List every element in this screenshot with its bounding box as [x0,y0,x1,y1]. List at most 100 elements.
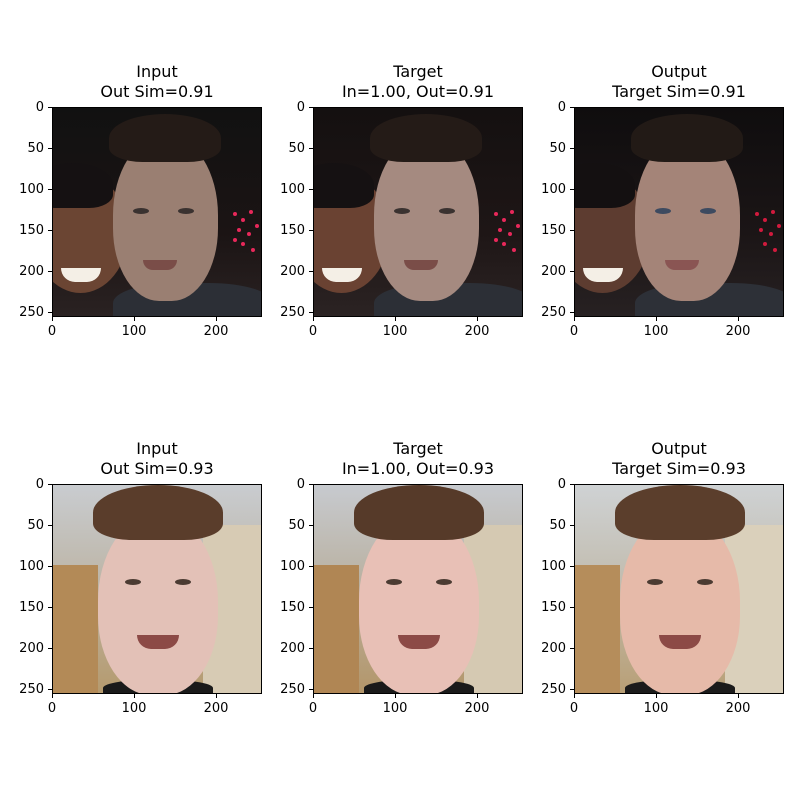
x-tick-mark [574,694,575,698]
y-tick-mark [309,312,313,314]
x-tick-mark [574,317,575,321]
x-tick-label: 100 [121,324,147,339]
x-tick-mark [395,694,397,698]
x-tick-label: 0 [308,701,318,716]
y-tick-label: 250 [541,682,566,698]
y-tick-label: 0 [557,477,566,492]
y-tick-mark [309,525,313,527]
x-tick-mark [656,317,658,321]
y-tick-mark [309,271,313,273]
x-tick-label: 0 [47,701,57,716]
y-tick-label: 0 [296,477,305,492]
face-image-output-1 [574,107,784,317]
y-tick-label: 250 [19,682,44,698]
y-tick-label: 150 [541,600,566,616]
x-tick-mark [477,694,479,698]
y-tick-label: 200 [19,264,44,280]
y-tick-mark [48,230,52,232]
y-tick-mark [570,525,574,527]
y-tick-label: 250 [19,305,44,321]
x-tick-mark [656,694,658,698]
y-tick-label: 50 [549,141,566,157]
y-tick-mark [570,271,574,273]
x-tick-mark [134,694,136,698]
x-tick-label: 0 [569,701,579,716]
y-tick-label: 100 [541,182,566,198]
x-tick-mark [52,694,53,698]
y-tick-label: 150 [19,223,44,239]
y-tick-mark [309,230,313,232]
x-tick-mark [738,317,740,321]
face-image-target-2 [313,484,523,694]
panel-title-target-2: Target In=1.00, Out=0.93 [341,439,495,478]
y-tick-mark [48,312,52,314]
x-tick-label: 200 [725,324,751,339]
y-tick-label: 0 [35,477,44,492]
y-tick-mark [570,148,574,150]
x-tick-label: 200 [464,701,490,716]
x-tick-mark [395,317,397,321]
y-tick-mark [48,484,52,485]
y-tick-label: 150 [280,223,305,239]
x-tick-label: 100 [382,701,408,716]
x-tick-label: 100 [643,701,669,716]
x-tick-mark [52,317,53,321]
x-tick-mark [216,317,218,321]
y-tick-mark [570,648,574,650]
y-tick-mark [48,271,52,273]
y-tick-mark [48,607,52,609]
y-tick-label: 200 [280,264,305,280]
y-tick-label: 50 [27,141,44,157]
y-tick-mark [48,107,52,108]
panel-title-output-1: Output Target Sim=0.91 [612,62,746,101]
face-image-input-1 [52,107,262,317]
y-tick-mark [570,107,574,108]
y-tick-mark [309,648,313,650]
x-tick-label: 100 [121,701,147,716]
y-tick-mark [48,648,52,650]
y-tick-label: 0 [35,100,44,115]
y-tick-label: 100 [19,559,44,575]
y-tick-mark [309,189,313,191]
y-tick-label: 0 [296,100,305,115]
y-tick-label: 100 [19,182,44,198]
y-tick-label: 200 [541,264,566,280]
panel-title-input-1: Input Out Sim=0.91 [100,62,214,101]
y-tick-label: 50 [27,518,44,534]
y-tick-mark [309,607,313,609]
y-tick-mark [570,230,574,232]
y-tick-mark [48,566,52,568]
x-tick-label: 200 [203,324,229,339]
y-tick-mark [309,689,313,691]
y-tick-label: 200 [19,641,44,657]
x-tick-label: 0 [308,324,318,339]
y-tick-label: 150 [19,600,44,616]
face-image-input-2 [52,484,262,694]
y-tick-mark [570,189,574,191]
x-tick-label: 100 [643,324,669,339]
x-tick-label: 100 [382,324,408,339]
x-tick-mark [134,317,136,321]
x-tick-mark [477,317,479,321]
face-image-output-2 [574,484,784,694]
y-tick-label: 250 [280,305,305,321]
y-tick-label: 50 [288,518,305,534]
y-tick-mark [309,484,313,485]
y-tick-mark [309,107,313,108]
panel-title-target-1: Target In=1.00, Out=0.91 [341,62,495,101]
y-tick-mark [570,689,574,691]
x-tick-label: 0 [47,324,57,339]
y-tick-label: 150 [280,600,305,616]
y-tick-mark [570,312,574,314]
y-tick-label: 0 [557,100,566,115]
y-tick-mark [309,566,313,568]
y-tick-label: 200 [280,641,305,657]
y-tick-label: 250 [280,682,305,698]
y-tick-mark [48,148,52,150]
y-tick-mark [48,689,52,691]
x-tick-label: 200 [464,324,490,339]
y-tick-label: 50 [288,141,305,157]
y-tick-label: 250 [541,305,566,321]
y-tick-label: 50 [549,518,566,534]
x-tick-mark [313,317,314,321]
